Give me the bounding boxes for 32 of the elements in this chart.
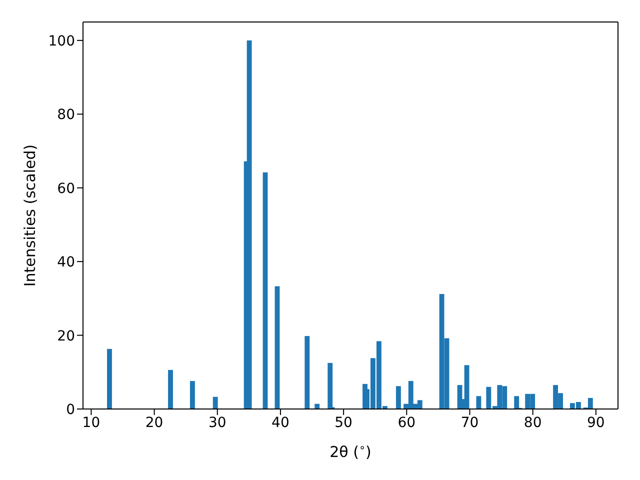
- x-tick-label: 40: [272, 414, 290, 431]
- bar: [514, 396, 520, 409]
- x-tick-label: 60: [398, 414, 416, 431]
- bar: [476, 396, 482, 409]
- x-tick-label: 10: [82, 414, 100, 431]
- bar: [396, 386, 401, 409]
- bar: [246, 40, 252, 409]
- y-tick-label: 80: [57, 107, 75, 124]
- bar: [304, 336, 310, 409]
- bar: [212, 396, 218, 409]
- y-tick-label: 20: [57, 328, 75, 344]
- y-tick-label: 100: [48, 33, 75, 50]
- bar: [274, 286, 280, 409]
- bar: [168, 370, 173, 409]
- bar: [464, 365, 470, 409]
- y-tick-label: 60: [57, 180, 75, 197]
- bar: [262, 172, 268, 409]
- y-tick-label: 40: [57, 254, 75, 271]
- x-tick-label: 70: [460, 414, 479, 431]
- y-axis-title: Intensities (scaled): [21, 144, 40, 287]
- bar: [328, 362, 333, 409]
- x-tick-label: 30: [208, 414, 226, 431]
- x-tick-label: 20: [145, 414, 164, 431]
- x-axis-title: 2θ ($^{∘}$): [330, 442, 372, 461]
- x-tick-label: 50: [334, 414, 352, 431]
- bar: [417, 400, 422, 409]
- y-tick-label: 0: [66, 402, 75, 418]
- x-tick-label: 80: [524, 414, 542, 431]
- bar: [107, 348, 112, 409]
- x-tick-label: 90: [587, 414, 605, 431]
- bar: [190, 380, 195, 409]
- bar: [588, 398, 593, 409]
